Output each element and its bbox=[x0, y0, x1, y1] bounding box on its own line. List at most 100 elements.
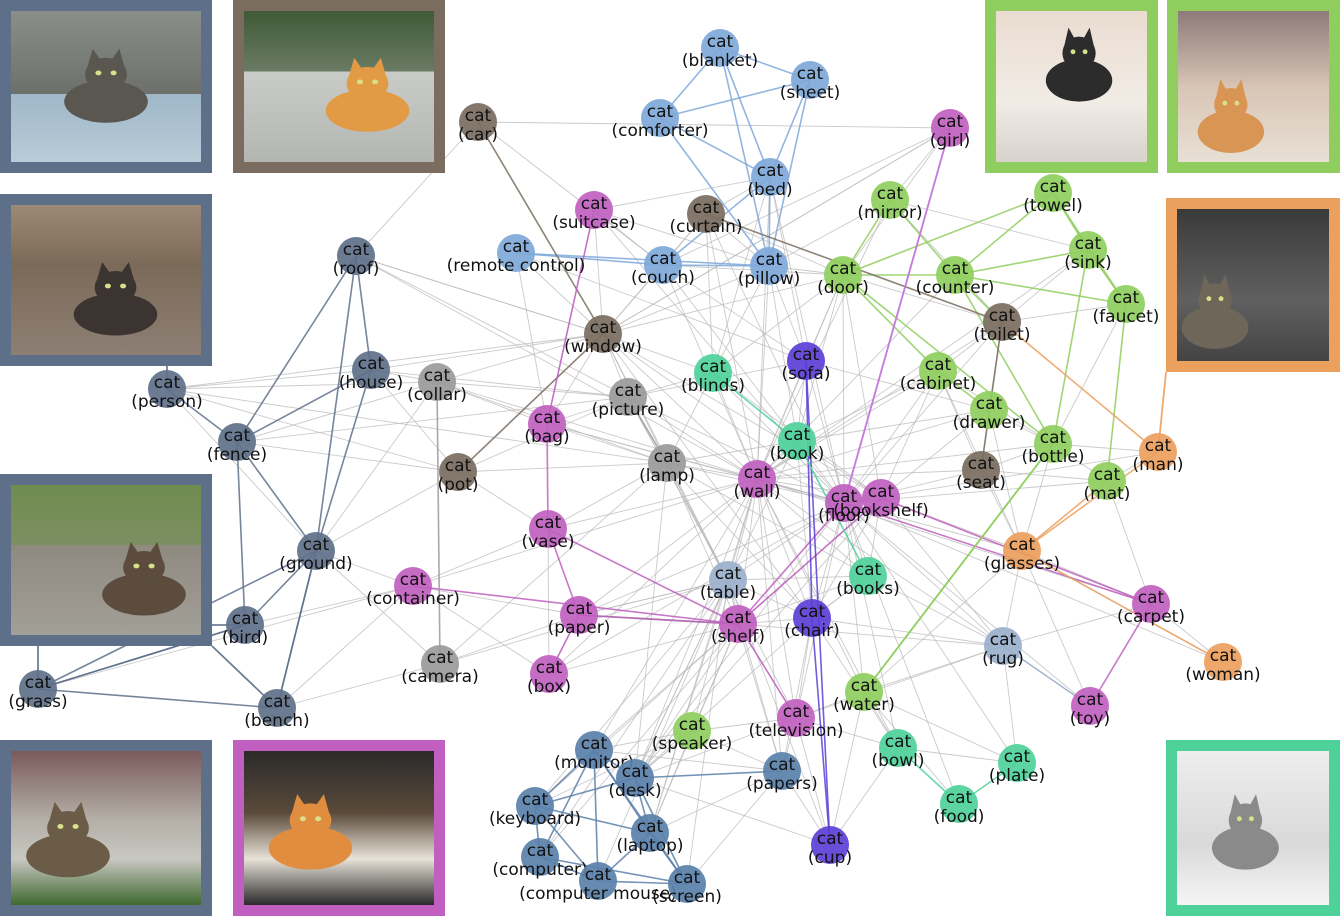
node-box[interactable]: cat(box) bbox=[527, 655, 571, 697]
edge-bookshelf-chair bbox=[811, 497, 882, 619]
node-picture[interactable]: cat(picture) bbox=[592, 378, 665, 420]
node-towel[interactable]: cat(towel) bbox=[1023, 174, 1083, 216]
node-toy[interactable]: cat(toy) bbox=[1070, 687, 1110, 729]
node-monitor-word: cat bbox=[581, 734, 608, 754]
node-seat[interactable]: cat(seat) bbox=[956, 451, 1006, 493]
node-drawer[interactable]: cat(drawer) bbox=[953, 391, 1026, 433]
node-mouse-circle bbox=[579, 862, 617, 900]
node-monitor[interactable]: cat(monitor) bbox=[554, 731, 634, 773]
node-blinds[interactable]: cat(blinds) bbox=[681, 354, 745, 396]
edge-mirror-pillow bbox=[768, 199, 891, 267]
node-chair-label: (chair) bbox=[784, 621, 840, 641]
node-shelf[interactable]: cat(shelf) bbox=[711, 605, 765, 647]
node-plate-circle bbox=[998, 744, 1036, 782]
edge-fence-collar bbox=[236, 381, 438, 443]
node-bag-word: cat bbox=[534, 408, 561, 428]
node-keyboard[interactable]: cat(keyboard) bbox=[489, 787, 581, 829]
node-camera[interactable]: cat(camera) bbox=[401, 645, 479, 687]
edge-window-suitcase bbox=[593, 209, 604, 335]
node-mirror[interactable]: cat(mirror) bbox=[857, 181, 923, 223]
node-mirror-word: cat bbox=[877, 184, 904, 204]
node-camera-circle bbox=[421, 645, 459, 683]
node-bag[interactable]: cat(bag) bbox=[524, 405, 570, 447]
node-book[interactable]: cat(book) bbox=[770, 422, 825, 464]
node-rug-circle bbox=[984, 627, 1022, 665]
node-woman[interactable]: cat(woman) bbox=[1185, 643, 1261, 685]
node-bird[interactable]: cat(bird) bbox=[222, 606, 268, 648]
node-desk[interactable]: cat(desk) bbox=[608, 759, 662, 801]
node-curtain[interactable]: cat(curtain) bbox=[670, 195, 743, 237]
node-pillow[interactable]: cat(pillow) bbox=[738, 247, 801, 289]
node-girl-label: (girl) bbox=[930, 131, 971, 151]
node-pot[interactable]: cat(pot) bbox=[437, 453, 479, 495]
node-cup[interactable]: cat(cup) bbox=[808, 826, 852, 868]
node-papers[interactable]: cat(papers) bbox=[746, 752, 818, 794]
node-box-label: (box) bbox=[527, 677, 571, 697]
node-paper[interactable]: cat(paper) bbox=[548, 596, 611, 638]
node-fence[interactable]: cat(fence) bbox=[207, 423, 267, 465]
node-cabinet[interactable]: cat(cabinet) bbox=[900, 352, 976, 394]
node-water[interactable]: cat(water) bbox=[833, 673, 895, 715]
node-window[interactable]: cat(window) bbox=[564, 315, 642, 357]
node-bench[interactable]: cat(bench) bbox=[244, 689, 310, 731]
node-books[interactable]: cat(books) bbox=[836, 557, 900, 599]
node-blanket[interactable]: cat(blanket) bbox=[682, 29, 758, 71]
node-mouse[interactable]: cat(computer mouse) bbox=[519, 862, 677, 904]
node-faucet[interactable]: cat(faucet) bbox=[1093, 285, 1160, 327]
edge-glasses-man bbox=[1021, 451, 1159, 552]
node-rug-word: cat bbox=[990, 630, 1017, 650]
node-speaker[interactable]: cat(speaker) bbox=[652, 712, 732, 754]
node-television[interactable]: cat(television) bbox=[748, 699, 844, 741]
node-ground[interactable]: cat(ground) bbox=[279, 532, 353, 574]
node-bookshelf[interactable]: cat(bookshelf) bbox=[833, 479, 929, 521]
node-grass[interactable]: cat(grass) bbox=[8, 670, 68, 712]
photo-frame-sink2 bbox=[1167, 0, 1340, 173]
node-girl[interactable]: cat(girl) bbox=[930, 109, 971, 151]
node-toilet[interactable]: cat(toilet) bbox=[974, 303, 1031, 345]
edge-floor-bowl bbox=[843, 502, 899, 749]
node-faucet-circle bbox=[1107, 285, 1145, 323]
node-table[interactable]: cat(table) bbox=[700, 561, 756, 603]
node-bed[interactable]: cat(bed) bbox=[747, 158, 793, 200]
node-person[interactable]: cat(person) bbox=[131, 370, 203, 412]
edge-monitor-mouse bbox=[593, 749, 599, 882]
node-sheet[interactable]: cat(sheet) bbox=[780, 61, 840, 103]
node-rug[interactable]: cat(rug) bbox=[982, 627, 1024, 669]
node-bowl[interactable]: cat(bowl) bbox=[871, 729, 925, 771]
node-laptop[interactable]: cat(laptop) bbox=[616, 814, 684, 856]
edge-book-lamp bbox=[666, 440, 798, 464]
node-comforter[interactable]: cat(comforter) bbox=[611, 99, 709, 141]
node-bottle[interactable]: cat(bottle) bbox=[1022, 425, 1085, 467]
node-wall[interactable]: cat(wall) bbox=[733, 460, 781, 502]
node-sofa[interactable]: cat(sofa) bbox=[782, 342, 831, 384]
node-collar[interactable]: cat(collar) bbox=[407, 363, 467, 405]
node-glasses[interactable]: cat(glasses) bbox=[984, 532, 1060, 574]
node-screen[interactable]: cat(screen) bbox=[652, 865, 722, 907]
node-roof[interactable]: cat(roof) bbox=[333, 237, 380, 279]
node-man[interactable]: cat(man) bbox=[1132, 433, 1184, 475]
node-container[interactable]: cat(container) bbox=[366, 567, 460, 609]
node-plate[interactable]: cat(plate) bbox=[989, 744, 1045, 786]
node-pillow-word: cat bbox=[756, 250, 783, 270]
node-computer[interactable]: cat(computer) bbox=[492, 838, 588, 880]
edge-plate-rug bbox=[1002, 645, 1018, 764]
node-mat[interactable]: cat(mat) bbox=[1084, 462, 1131, 504]
node-counter[interactable]: cat(counter) bbox=[916, 256, 995, 298]
node-paper-circle bbox=[560, 596, 598, 634]
node-house[interactable]: cat(house) bbox=[339, 351, 404, 393]
node-chair[interactable]: cat(chair) bbox=[784, 599, 840, 641]
node-car[interactable]: cat(car) bbox=[458, 103, 498, 145]
edge-floor-cabinet bbox=[843, 370, 939, 504]
node-couch[interactable]: cat(couch) bbox=[631, 246, 695, 288]
node-suitcase[interactable]: cat(suitcase) bbox=[552, 191, 636, 233]
node-floor[interactable]: cat(floor) bbox=[818, 484, 870, 526]
node-remote[interactable]: cat(remote control) bbox=[447, 234, 586, 276]
node-door[interactable]: cat(door) bbox=[817, 256, 869, 298]
node-carpet[interactable]: cat(carpet) bbox=[1117, 585, 1185, 627]
node-carpet-label: (carpet) bbox=[1117, 607, 1185, 627]
node-television-word: cat bbox=[783, 702, 810, 722]
node-food[interactable]: cat(food) bbox=[934, 785, 985, 827]
node-sink[interactable]: cat(sink) bbox=[1064, 231, 1112, 273]
node-lamp[interactable]: cat(lamp) bbox=[639, 444, 695, 486]
node-vase[interactable]: cat(vase) bbox=[521, 510, 575, 552]
